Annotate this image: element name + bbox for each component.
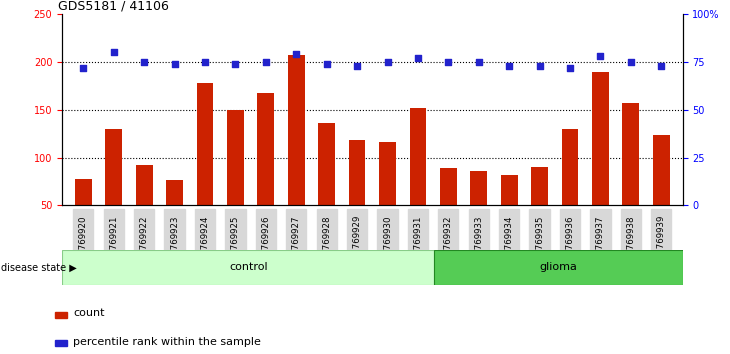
Text: count: count (74, 308, 105, 318)
Point (504, 63, 515, 69)
Point (442, 59, 454, 65)
Point (473, 59, 485, 65)
Point (564, 65, 576, 70)
Bar (136, 165, 153, 253)
Bar (166, 179, 183, 253)
Bar (531, 167, 548, 253)
Bar (440, 168, 457, 253)
Point (321, 61, 333, 67)
Point (108, 50, 120, 55)
Bar (318, 123, 335, 253)
Bar (75, 178, 92, 253)
Bar (349, 140, 366, 253)
Bar (592, 72, 609, 253)
Bar (196, 83, 213, 253)
Point (534, 63, 545, 69)
Bar (227, 110, 244, 253)
Bar (561, 129, 578, 253)
Point (656, 63, 667, 69)
Bar (623, 103, 639, 253)
Bar (379, 142, 396, 253)
Point (625, 59, 637, 65)
Bar (434, 250, 683, 285)
Point (351, 63, 363, 69)
Bar (55, 341, 67, 346)
Point (260, 59, 272, 65)
Point (199, 59, 211, 65)
Text: glioma: glioma (539, 262, 577, 272)
Point (169, 61, 180, 67)
Bar (653, 135, 669, 253)
Bar (55, 312, 67, 318)
Text: control: control (229, 262, 267, 272)
Point (77, 65, 89, 70)
Text: percentile rank within the sample: percentile rank within the sample (74, 337, 261, 347)
Text: GDS5181 / 41106: GDS5181 / 41106 (58, 0, 169, 12)
Point (230, 61, 242, 67)
Text: disease state ▶: disease state ▶ (1, 262, 77, 272)
Bar (258, 93, 274, 253)
Bar (410, 108, 426, 253)
Point (595, 53, 607, 59)
Point (139, 59, 150, 65)
Point (382, 59, 393, 65)
Bar (501, 175, 518, 253)
Bar (288, 55, 304, 253)
Bar (62, 250, 434, 285)
Point (412, 55, 424, 61)
Bar (470, 171, 487, 253)
Bar (105, 129, 122, 253)
Point (291, 51, 302, 57)
